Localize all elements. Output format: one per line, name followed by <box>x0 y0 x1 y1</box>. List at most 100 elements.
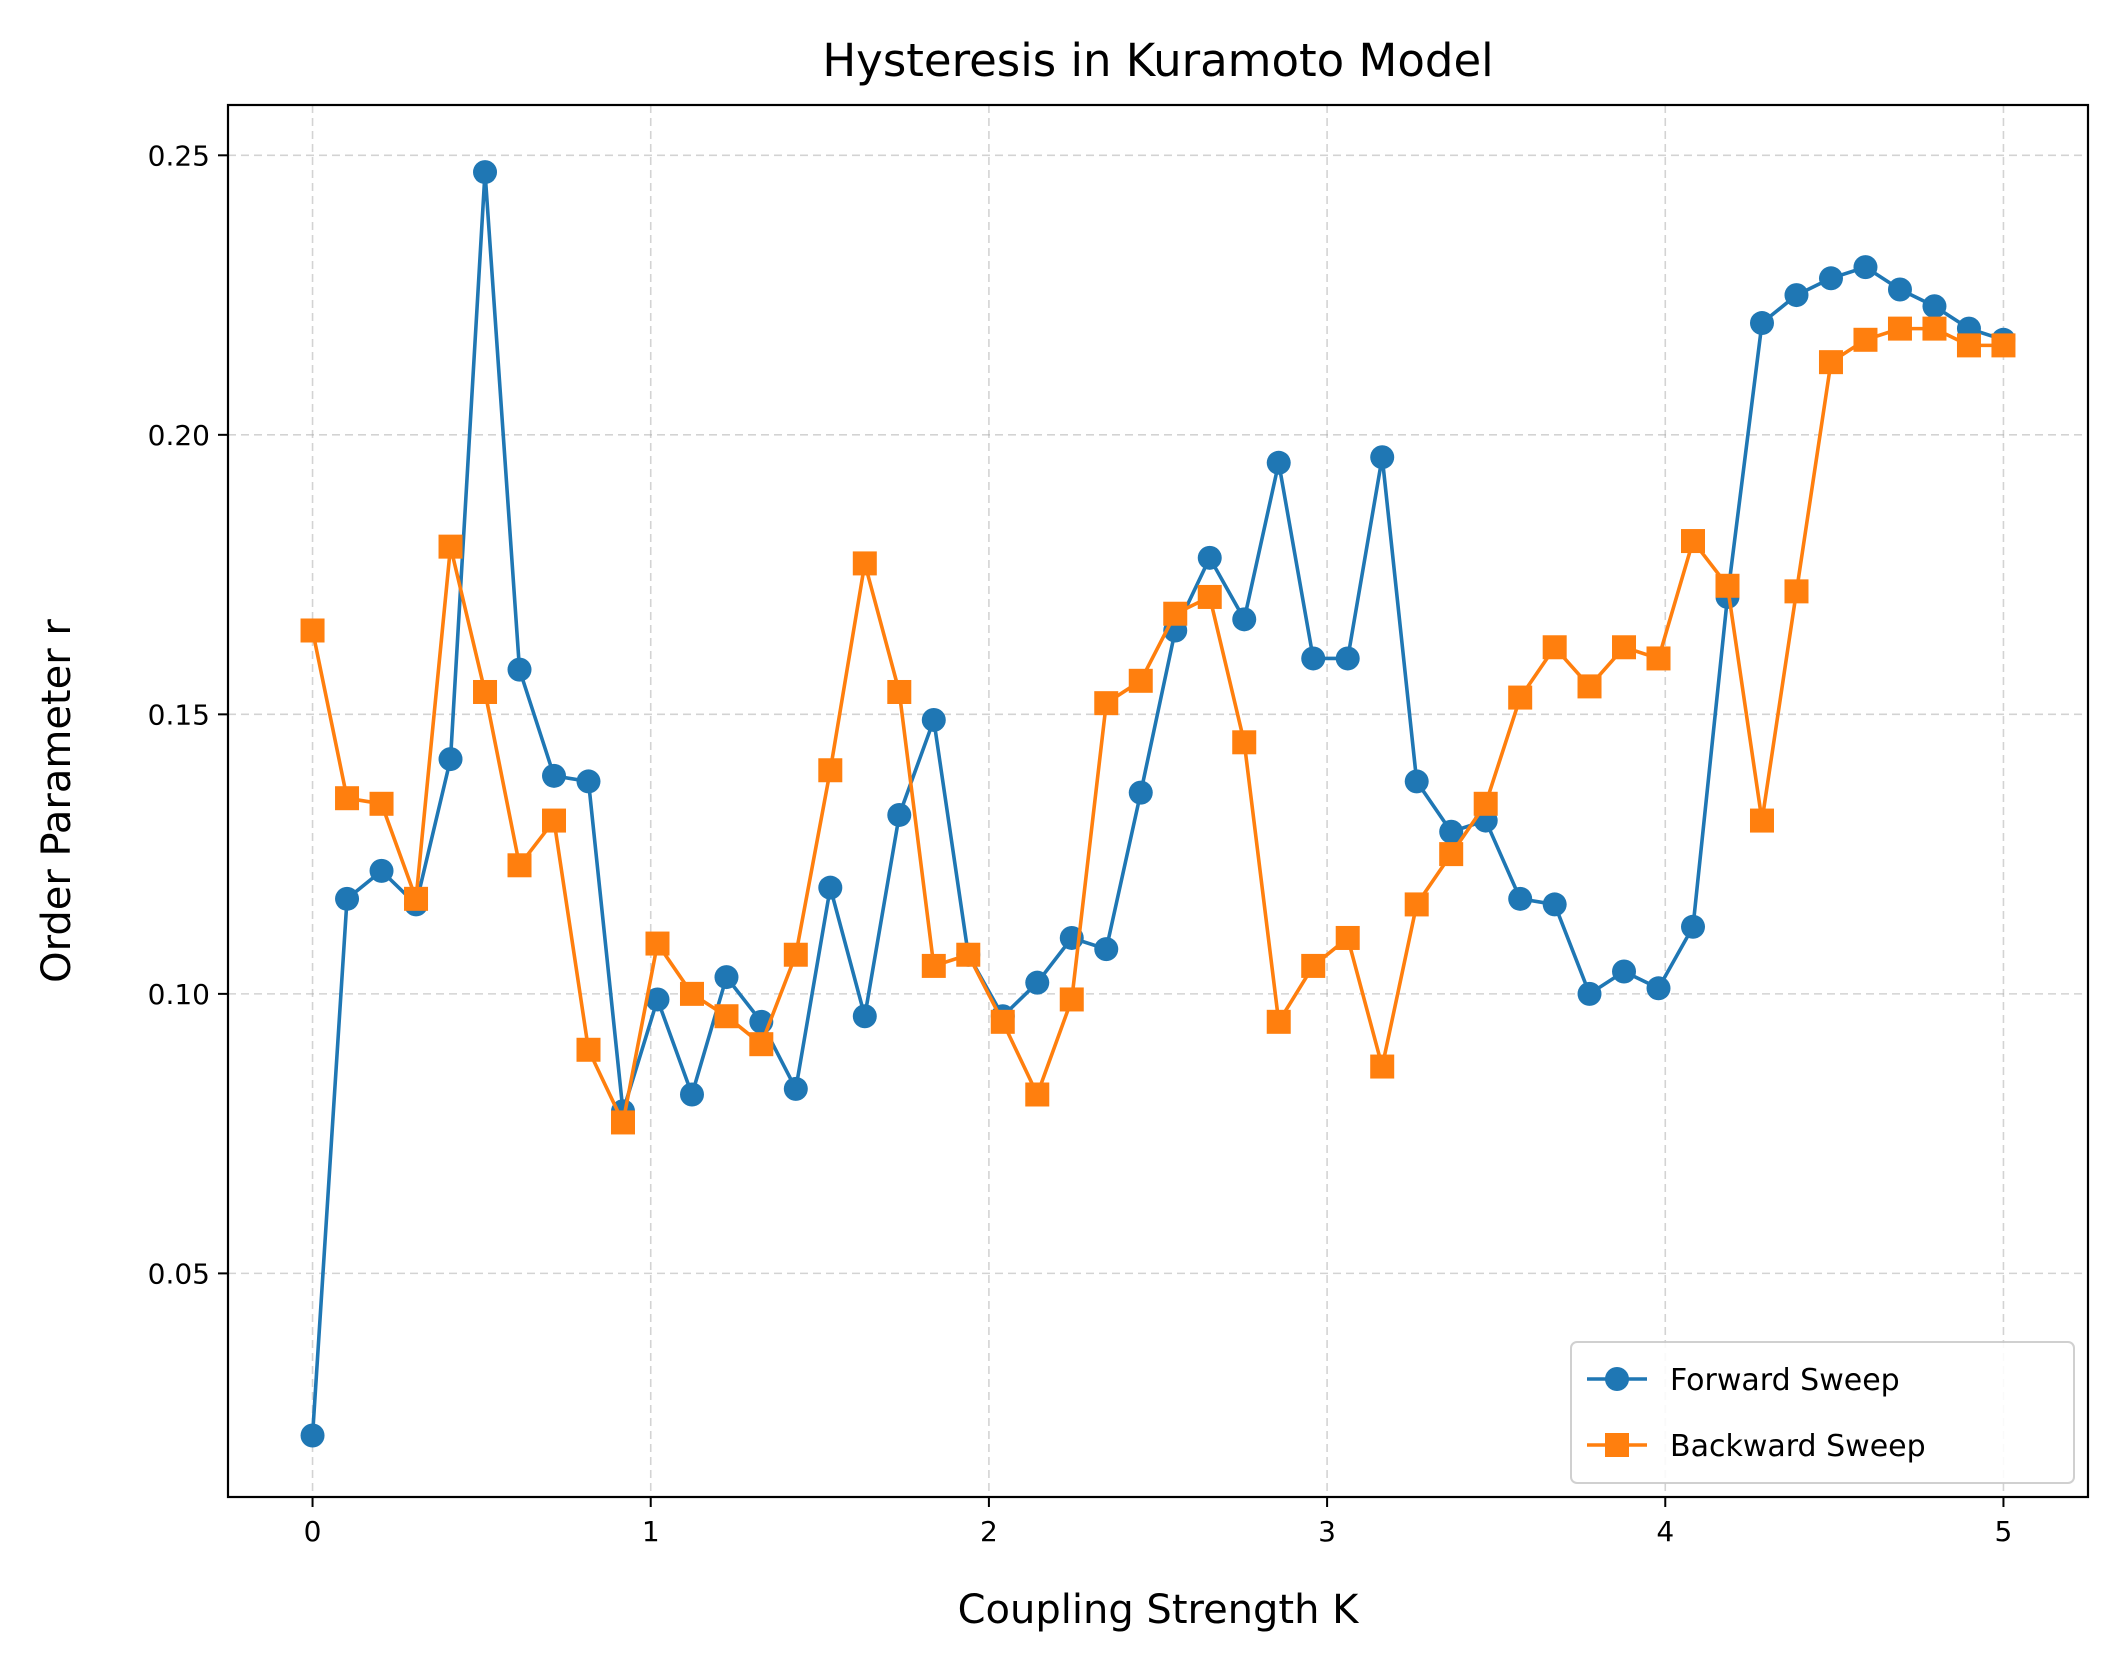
data-point <box>473 160 498 185</box>
x-tick-label: 2 <box>980 1515 998 1548</box>
data-point <box>1577 981 1602 1006</box>
legend-label: Backward Sweep <box>1670 1429 1926 1464</box>
data-point <box>887 802 912 827</box>
x-tick-label: 3 <box>1318 1515 1336 1548</box>
x-tick-label: 5 <box>1995 1515 2013 1548</box>
data-point <box>714 965 739 990</box>
data-point <box>1681 529 1706 554</box>
data-point <box>576 769 601 794</box>
data-point <box>887 679 912 704</box>
x-tick-label: 1 <box>642 1515 660 1548</box>
data-point <box>300 1423 325 1448</box>
data-point <box>1818 266 1843 291</box>
data-point <box>783 942 808 967</box>
data-point <box>1128 668 1153 693</box>
data-point <box>610 1110 635 1135</box>
data-point <box>507 657 532 682</box>
series-line <box>310 170 2005 1436</box>
legend-item: Backward Sweep <box>1587 1429 1926 1464</box>
data-point <box>1128 780 1153 805</box>
data-point <box>576 1037 601 1062</box>
data-point <box>1612 635 1637 660</box>
data-point <box>1508 685 1533 710</box>
data-point <box>438 534 463 559</box>
data-point <box>1646 976 1671 1001</box>
data-point <box>1404 769 1429 794</box>
data-point <box>542 808 567 833</box>
data-point <box>1784 579 1809 604</box>
data-point <box>542 763 567 788</box>
data-point <box>921 707 946 732</box>
data-point <box>1612 959 1637 984</box>
data-point <box>1197 584 1222 609</box>
data-point <box>1266 1009 1291 1034</box>
legend-item: Forward Sweep <box>1587 1363 1900 1398</box>
data-point <box>1439 842 1464 867</box>
data-point <box>1646 646 1671 671</box>
data-point <box>507 853 532 878</box>
x-tick-label: 4 <box>1656 1515 1674 1548</box>
data-point <box>1853 255 1878 280</box>
data-point <box>1301 953 1326 978</box>
data-point <box>852 551 877 576</box>
data-point <box>1715 573 1740 598</box>
data-point <box>1473 791 1498 816</box>
data-point <box>369 858 394 883</box>
data-point <box>1542 892 1567 917</box>
data-point <box>818 875 843 900</box>
data-point <box>852 1004 877 1029</box>
y-tick-label: 0.10 <box>148 978 210 1011</box>
data-point <box>1025 1082 1050 1107</box>
series-forward-sweep <box>300 160 2016 1448</box>
data-point <box>645 987 670 1012</box>
data-point <box>404 886 429 911</box>
y-tick-label: 0.25 <box>148 139 210 172</box>
chart-title: Hysteresis in Kuramoto Model <box>822 34 1493 87</box>
data-point <box>714 1004 739 1029</box>
y-tick-label: 0.05 <box>148 1257 210 1290</box>
data-point <box>335 786 360 811</box>
data-point <box>1577 674 1602 699</box>
legend: Forward Sweep Backward Sweep <box>1570 1341 2075 1484</box>
data-point <box>1094 691 1119 716</box>
data-point <box>1232 730 1257 755</box>
legend-marker <box>1605 1433 1629 1457</box>
data-point <box>1887 277 1912 302</box>
legend-marker <box>1605 1367 1629 1391</box>
y-axis-label: Order Parameter r <box>34 619 80 983</box>
data-point <box>645 931 670 956</box>
data-point <box>1922 294 1947 319</box>
y-tick-label: 0.15 <box>148 698 210 731</box>
data-point <box>1439 819 1464 844</box>
data-point <box>1922 316 1947 341</box>
data-point <box>1991 333 2016 358</box>
data-point <box>369 791 394 816</box>
data-point <box>1404 892 1429 917</box>
data-point <box>1266 450 1291 475</box>
data-point <box>1163 601 1188 626</box>
data-point <box>1956 333 1981 358</box>
data-point <box>679 981 704 1006</box>
data-point <box>1370 445 1395 470</box>
x-tick-label: 0 <box>304 1515 322 1548</box>
y-tick-label: 0.20 <box>148 419 210 452</box>
data-point <box>679 1082 704 1107</box>
data-point <box>1059 987 1084 1012</box>
data-point <box>335 886 360 911</box>
data-point <box>1335 925 1360 950</box>
data-point <box>1197 545 1222 570</box>
data-point <box>1887 316 1912 341</box>
data-point <box>438 747 463 772</box>
data-point <box>1542 635 1567 660</box>
legend-box <box>1570 1341 2075 1484</box>
data-point <box>300 618 325 643</box>
data-point <box>1749 808 1774 833</box>
data-point <box>783 1076 808 1101</box>
series-backward-sweep <box>300 316 2016 1135</box>
data-point <box>1681 914 1706 939</box>
ticks: 0 1 2 3 4 5 0.05 0.10 0.15 0.20 0.25 <box>148 139 2013 1548</box>
data-point <box>1818 350 1843 375</box>
data-point <box>1025 970 1050 995</box>
